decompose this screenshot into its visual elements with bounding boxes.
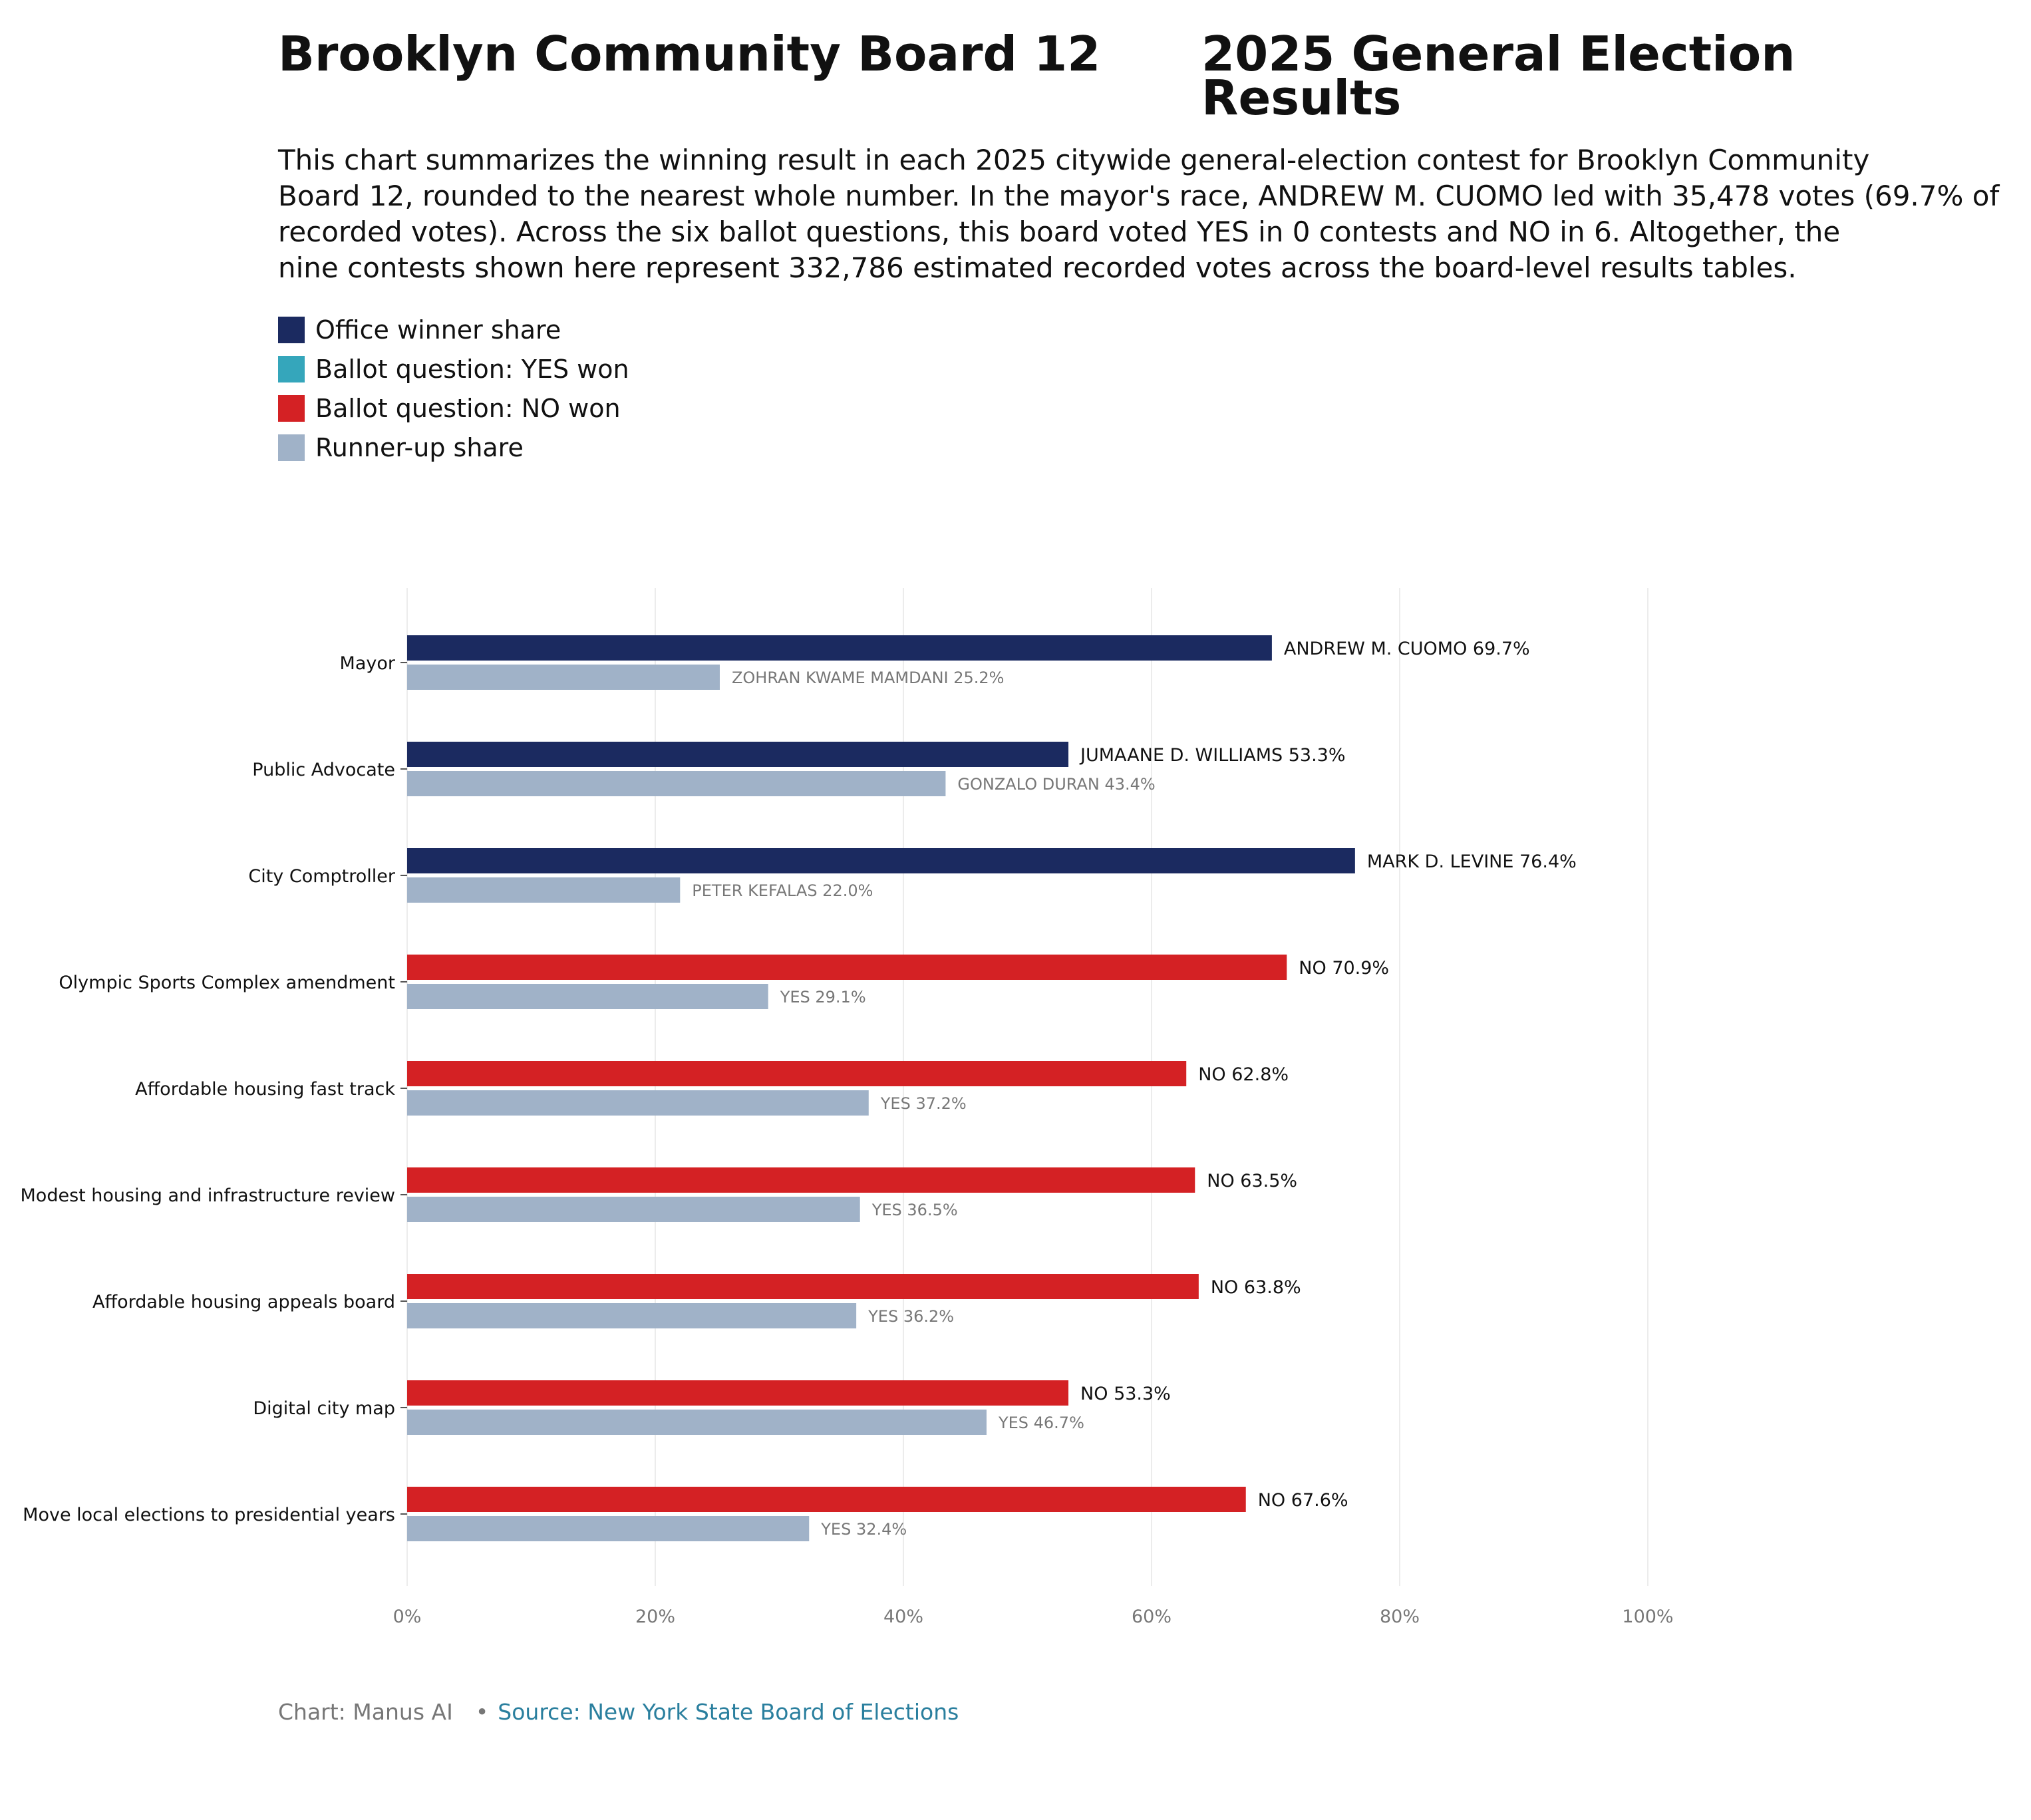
description-line: recorded votes). Across the six ballot q… [278,216,1841,248]
winner-data-label: ANDREW M. CUOMO 69.7% [1284,639,1530,659]
x-tick-label: 60% [1132,1606,1172,1627]
description-line: This chart summarizes the winning result… [278,144,1870,176]
runner-up-bar [407,877,681,903]
runner-up-data-label: YES 29.1% [780,988,866,1006]
category-label: Move local elections to presidential yea… [23,1505,395,1525]
bar-chart: 0% 20% 40% 60% 80% 100% Mayor ANDREW M. CUOMO 6… [21,588,1674,1627]
runner-up-data-label: YES 37.2% [880,1094,967,1113]
category-label: Modest housing and infrastructure review [21,1185,396,1206]
legend-label: Runner-up share [315,432,524,462]
page-title: Brooklyn Community Board 12 [278,26,1101,82]
winner-bar [407,848,1355,873]
category-label: Affordable housing appeals board [92,1292,395,1312]
runner-up-bar [407,665,720,690]
category-label: Mayor [340,653,396,674]
x-tick-label: 40% [883,1606,923,1627]
x-tick-label: 20% [635,1606,675,1627]
winner-bar [407,1061,1187,1086]
winner-data-label: NO 63.5% [1207,1171,1297,1191]
chart-footer: Chart: Manus AI • Source: New York State B… [278,1699,959,1725]
legend-item-runner-up: Runner-up share [278,428,629,467]
footer-separator: • [475,1699,489,1725]
source-link[interactable]: Source: New York State Board of Election… [498,1699,959,1725]
winner-data-label: NO 67.6% [1258,1490,1348,1511]
runner-up-bar [407,1516,810,1541]
legend-swatch [278,355,305,382]
legend-swatch [278,316,305,343]
winner-data-label: MARK D. LEVINE 76.4% [1367,851,1577,872]
chart-description: This chart summarizes the winning result… [278,142,2021,286]
runner-up-bar [407,1303,857,1328]
winner-bar [407,1487,1246,1512]
x-tick-label: 100% [1622,1606,1673,1627]
category-label: Olympic Sports Complex amendment [59,973,395,993]
runner-up-bar [407,1410,987,1435]
runner-up-data-label: ZOHRAN KWAME MAMDANI 25.2% [732,669,1005,687]
runner-up-bar [407,1090,869,1116]
legend-swatch [278,394,305,422]
chart-credit: Chart: Manus AI [278,1699,453,1725]
winner-data-label: NO 70.9% [1299,958,1389,979]
runner-up-data-label: YES 36.5% [871,1201,958,1219]
winner-data-label: NO 62.8% [1198,1064,1289,1085]
legend: Office winner share Ballot question: YES… [278,310,629,467]
runner-up-bar [407,984,768,1009]
runner-up-data-label: YES 36.2% [867,1307,954,1326]
category-label: Public Advocate [252,760,395,780]
x-tick-label: 80% [1380,1606,1420,1627]
legend-label: Office winner share [315,315,561,345]
winner-bar [407,635,1272,661]
runner-up-data-label: YES 32.4% [820,1520,907,1539]
legend-label: Ballot question: NO won [315,393,621,423]
winner-bar [407,1380,1069,1406]
winner-data-label: JUMAANE D. WILLIAMS 53.3% [1079,745,1345,766]
runner-up-bar [407,771,946,796]
description-line: nine contests shown here represent 332,7… [278,251,1797,284]
winner-bar [407,1274,1199,1299]
runner-up-data-label: GONZALO DURAN 43.4% [957,775,1155,794]
winner-data-label: NO 53.3% [1080,1384,1171,1404]
category-label: Affordable housing fast track [135,1079,395,1100]
winner-data-label: NO 63.8% [1211,1277,1301,1298]
legend-item-no-won: Ballot question: NO won [278,388,629,428]
winner-bar [407,955,1287,980]
description-line: Board 12, rounded to the nearest whole n… [278,180,2000,212]
x-tick-label: 0% [393,1606,422,1627]
legend-label: Ballot question: YES won [315,354,629,384]
winner-bar [407,742,1069,767]
page-subtitle: 2025 General Election Results [1201,26,1796,126]
category-label: City Comptroller [248,866,396,887]
runner-up-data-label: YES 46.7% [998,1414,1084,1432]
category-label: Digital city map [253,1398,395,1419]
legend-swatch [278,434,305,461]
legend-item-yes-won: Ballot question: YES won [278,349,629,388]
runner-up-bar [407,1197,860,1222]
runner-up-data-label: PETER KEFALAS 22.0% [692,881,873,900]
legend-item-office-winner: Office winner share [278,310,629,349]
winner-bar [407,1167,1195,1193]
